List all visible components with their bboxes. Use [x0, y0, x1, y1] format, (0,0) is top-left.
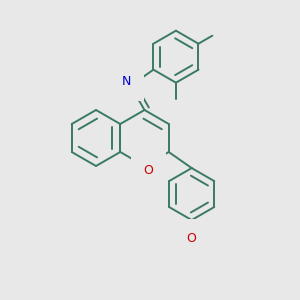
Text: O: O — [144, 164, 153, 178]
Text: O: O — [187, 232, 196, 244]
Text: N: N — [122, 75, 131, 88]
